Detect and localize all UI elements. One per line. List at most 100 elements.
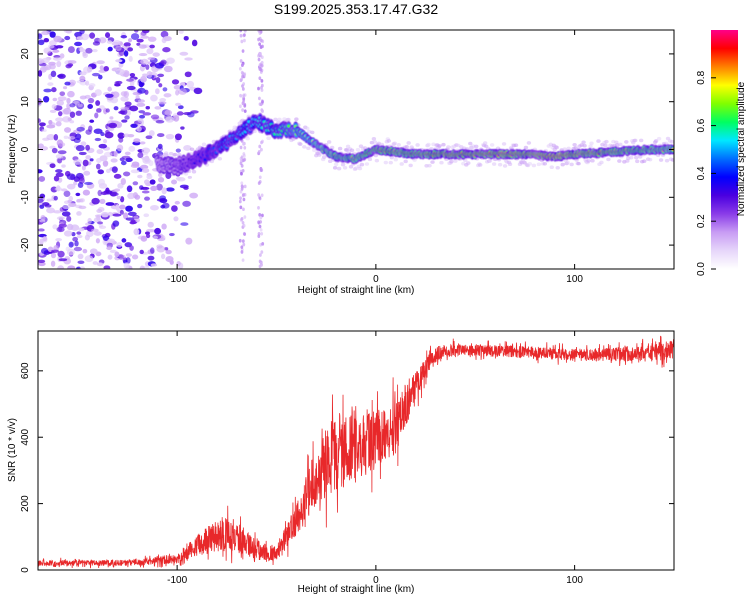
ridge-halo bbox=[502, 164, 508, 168]
noise-speckle bbox=[105, 187, 110, 194]
noise-speckle bbox=[64, 127, 72, 133]
ridge-halo bbox=[245, 136, 250, 141]
streak-speckle bbox=[243, 30, 247, 33]
noise-speckle bbox=[141, 190, 150, 194]
noise-speckle bbox=[39, 122, 46, 127]
ridge-halo bbox=[589, 141, 594, 146]
ridge-halo bbox=[355, 147, 361, 152]
noise-speckle bbox=[39, 204, 45, 209]
streak-speckle bbox=[261, 44, 264, 49]
noise-speckle bbox=[103, 151, 113, 158]
noise-speckle bbox=[137, 203, 143, 209]
noise-speckle bbox=[127, 38, 133, 43]
noise-speckle bbox=[94, 89, 102, 97]
noise-speckle bbox=[163, 93, 172, 98]
ridge-halo bbox=[359, 162, 365, 167]
noise-speckle bbox=[85, 80, 90, 86]
noise-speckle bbox=[78, 151, 87, 156]
ridge-halo bbox=[566, 146, 571, 151]
noise-speckle bbox=[89, 248, 98, 254]
streak-speckle bbox=[240, 245, 244, 249]
noise-speckle bbox=[49, 163, 56, 169]
ridge-halo bbox=[427, 163, 432, 168]
ridge-halo bbox=[336, 166, 342, 171]
spectrogram-y-ticks: -20 -10 0 10 20 bbox=[20, 48, 674, 252]
noise-speckle bbox=[124, 115, 130, 120]
streak-speckle bbox=[257, 96, 261, 101]
noise-speckle bbox=[69, 103, 76, 108]
noise-speckle bbox=[120, 91, 128, 97]
noise-speckle bbox=[193, 87, 203, 95]
noise-speckle bbox=[157, 73, 165, 78]
noise-speckle bbox=[110, 158, 118, 163]
noise-speckle bbox=[40, 247, 49, 255]
snr-x-tick-label: -100 bbox=[167, 575, 187, 586]
noise-speckle bbox=[91, 197, 100, 205]
noise-speckle bbox=[61, 211, 71, 217]
noise-speckle bbox=[85, 129, 92, 135]
noise-speckle bbox=[80, 141, 87, 147]
noise-speckle bbox=[77, 103, 83, 108]
noise-speckle bbox=[123, 262, 130, 269]
noise-speckle bbox=[103, 139, 108, 144]
streak-speckle bbox=[242, 142, 245, 146]
ridge-halo bbox=[312, 148, 317, 153]
noise-speckle bbox=[82, 159, 89, 167]
streak-speckle bbox=[238, 66, 242, 71]
ridge-halo bbox=[388, 160, 393, 165]
noise-speckle bbox=[113, 106, 119, 111]
noise-speckle bbox=[142, 112, 152, 116]
noise-speckle bbox=[163, 65, 173, 73]
noise-speckle bbox=[134, 194, 141, 200]
noise-speckle bbox=[92, 49, 98, 53]
ridge-halo bbox=[231, 128, 236, 132]
ridge-halo bbox=[658, 158, 664, 162]
ridge-halo bbox=[606, 157, 611, 162]
ridge-halo bbox=[463, 158, 468, 163]
streak-speckle bbox=[257, 205, 260, 210]
streak-speckle bbox=[258, 179, 262, 184]
ridge-halo bbox=[439, 160, 444, 165]
noise-speckle bbox=[99, 65, 104, 71]
noise-speckle bbox=[42, 236, 48, 243]
noise-speckle bbox=[117, 132, 125, 139]
ridge-halo bbox=[501, 142, 507, 146]
noise-speckle bbox=[129, 72, 136, 78]
noise-speckle bbox=[89, 158, 94, 162]
noise-speckle bbox=[118, 50, 125, 57]
noise-speckle bbox=[61, 164, 66, 168]
noise-speckle bbox=[39, 219, 46, 223]
streak-speckle bbox=[243, 104, 247, 108]
ridge-halo bbox=[252, 129, 257, 134]
noise-speckle bbox=[124, 101, 132, 107]
noise-speckle bbox=[77, 260, 85, 264]
streak-speckle bbox=[258, 144, 262, 149]
noise-speckle bbox=[120, 196, 125, 203]
noise-speckle bbox=[126, 78, 134, 82]
noise-speckle bbox=[109, 116, 114, 120]
streak-speckle bbox=[257, 86, 260, 91]
chart-title: S199.2025.353.17.47.G32 bbox=[274, 1, 438, 17]
noise-speckle bbox=[52, 224, 58, 230]
noise-speckle bbox=[85, 47, 93, 54]
ridge-halo bbox=[653, 139, 659, 143]
noise-speckle bbox=[173, 115, 180, 122]
noise-speckle bbox=[88, 83, 96, 88]
streak-speckle bbox=[258, 213, 262, 217]
streak-speckle bbox=[242, 98, 246, 102]
snr-y-label: SNR (10 * v/v) bbox=[7, 418, 18, 482]
noise-speckle bbox=[46, 207, 55, 214]
ridge-halo bbox=[383, 160, 389, 165]
noise-speckle bbox=[111, 91, 120, 99]
noise-speckle bbox=[146, 48, 154, 55]
noise-speckle bbox=[146, 174, 153, 180]
noise-speckle bbox=[171, 179, 178, 185]
noise-speckle bbox=[74, 41, 83, 47]
ridge-halo bbox=[302, 145, 307, 149]
noise-speckle bbox=[38, 39, 45, 46]
streak-speckle bbox=[241, 239, 245, 243]
noise-speckle bbox=[180, 222, 189, 226]
noise-speckle bbox=[174, 200, 180, 205]
noise-speckle bbox=[97, 169, 104, 175]
noise-speckle bbox=[67, 136, 76, 140]
